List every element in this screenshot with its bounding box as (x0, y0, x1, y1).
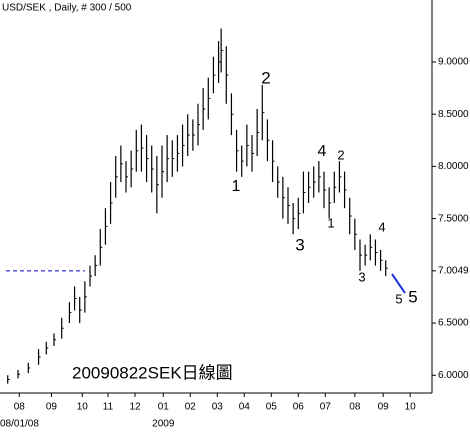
wave-label: 3 (295, 235, 304, 254)
x-tick-label: 03 (212, 402, 224, 413)
x-tick-label: 09 (378, 402, 390, 413)
x-tick-label: 05 (266, 402, 278, 413)
start-label: 08/01/08 (0, 419, 39, 430)
y-tick-label: 8.5000 (438, 109, 469, 120)
wave-label: 5 (395, 291, 402, 306)
x-tick-label: 01 (158, 402, 170, 413)
y-tick-label: 9.0000 (438, 57, 469, 68)
y-tick-label: 8.0000 (438, 161, 469, 172)
wave-label: 4 (378, 219, 385, 234)
x-tick-label: 09 (46, 402, 58, 413)
y-tick-label: 6.0000 (438, 370, 469, 381)
x-tick-label: 10 (405, 402, 417, 413)
x-tick-label: 10 (77, 402, 89, 413)
y-tick-label: 7.5000 (438, 213, 469, 224)
wave-line (391, 273, 406, 294)
watermark: 20090822SEK日線圖 (72, 363, 233, 382)
x-tick-label: 11 (103, 402, 114, 413)
x-tick-label: 02 (185, 402, 197, 413)
wave-label: 3 (358, 269, 365, 284)
chart-title: USD/SEK , Daily, # 300 / 500 (2, 3, 132, 14)
wave-label: 4 (318, 143, 327, 160)
x-tick-label: 06 (293, 402, 305, 413)
wave-label: 2 (337, 147, 344, 162)
y-tick-label: 7.0049 (438, 265, 469, 276)
wave-label: 2 (261, 68, 270, 87)
x-tick-label: 08 (349, 402, 361, 413)
wave-label: 1 (232, 178, 241, 195)
x-tick-label: 07 (320, 402, 332, 413)
wave-label: 1 (327, 215, 334, 230)
wave-label: 5 (408, 287, 417, 306)
x-tick-label: 04 (239, 402, 251, 413)
y-tick-label: 6.5000 (438, 318, 469, 329)
x-tick-label: 12 (129, 402, 141, 413)
year-label: 2009 (152, 419, 175, 430)
x-tick-label: 08 (14, 402, 26, 413)
